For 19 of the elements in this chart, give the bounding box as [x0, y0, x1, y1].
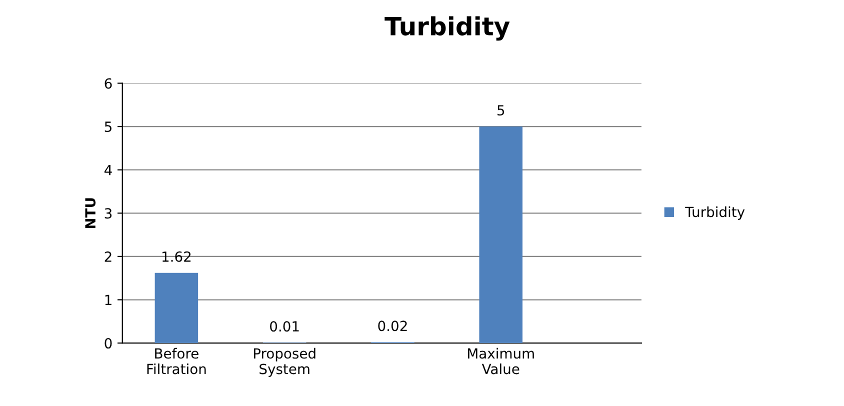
y-tick-label: 0 [104, 338, 112, 349]
data-label: 0.01 [270, 321, 299, 332]
data-label: 0.02 [378, 320, 407, 332]
data-label: 5 [498, 105, 504, 116]
y-tick-label: 2 [104, 251, 112, 262]
legend-label: Turbidity [685, 206, 745, 220]
y-tick-label: 1 [105, 294, 112, 306]
y-tick-label: 3 [104, 208, 112, 219]
y-tick-label: 5 [104, 122, 112, 132]
data-label: 1.62 [162, 251, 191, 262]
y-tick-label: 6 [104, 78, 112, 89]
y-tick-label: 4 [104, 164, 112, 176]
bar [479, 126, 522, 344]
x-tick-label: Before Filtration [147, 348, 206, 374]
bar [154, 272, 198, 344]
x-tick-label: Maximum Value [468, 348, 534, 374]
x-tick-label: Proposed System [254, 348, 316, 377]
chart-title: Turbidity [384, 16, 510, 41]
y-axis-title: NTU [85, 198, 96, 228]
